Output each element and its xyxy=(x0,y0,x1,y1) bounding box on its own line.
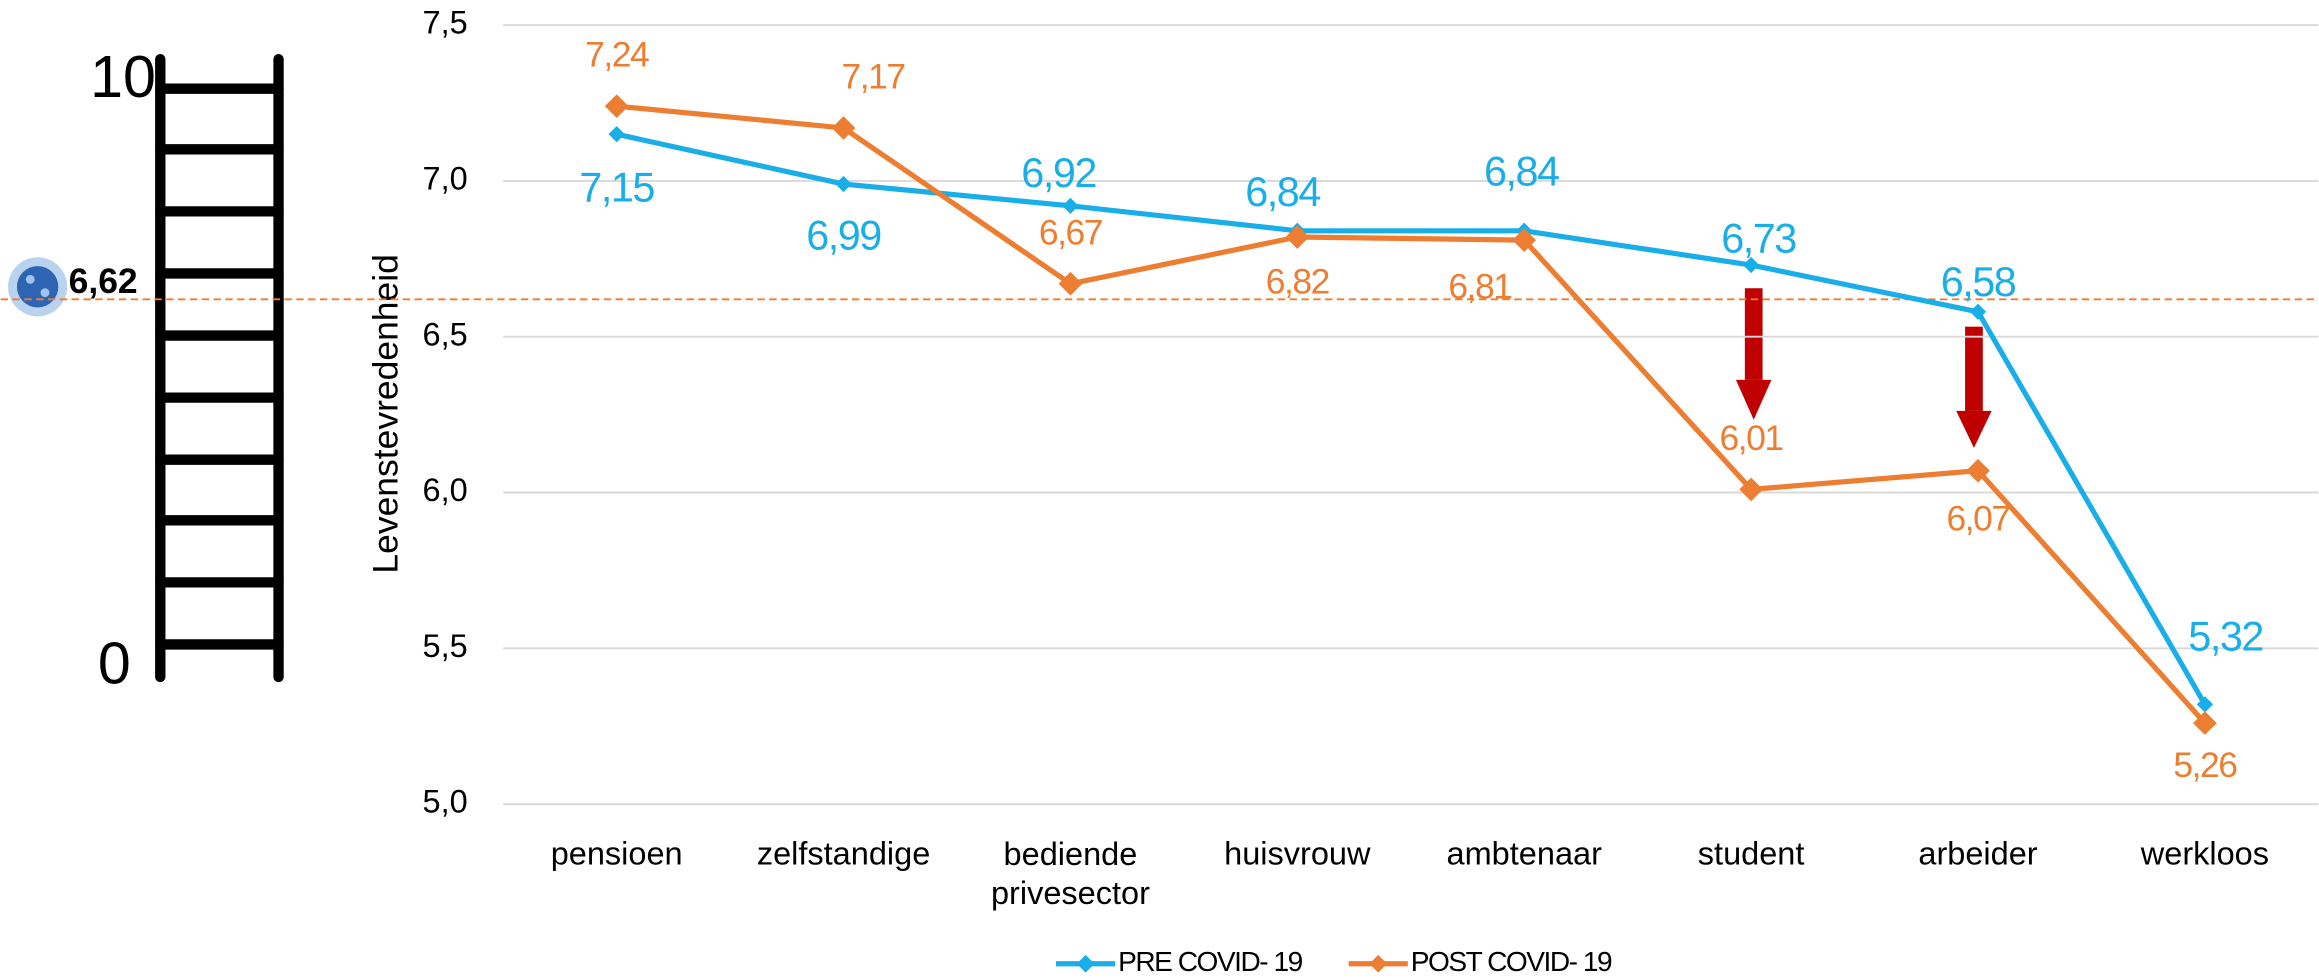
y-tick-label: 7,0 xyxy=(423,161,468,197)
data-label: 5,26 xyxy=(2173,745,2237,785)
x-tick-label: zelfstandige xyxy=(757,835,930,871)
legend-label: POST COVID- 19 xyxy=(1411,946,1612,977)
data-label: 6,81 xyxy=(1448,266,1511,306)
x-tick-label: ambtenaar xyxy=(1447,835,1603,871)
legend-label: PRE COVID- 19 xyxy=(1118,946,1302,977)
legend-marker xyxy=(1077,955,1095,973)
data-label: 6,84 xyxy=(1484,149,1559,195)
x-tick-label: pensioen xyxy=(551,835,683,871)
data-label: 6,01 xyxy=(1720,418,1783,458)
data-label: 7,15 xyxy=(579,164,654,210)
chart: 10 0 6,62 Levenstevredenheid 5,0 5,5 6,0 6,… xyxy=(0,0,2319,980)
ladder-bottom: 0 xyxy=(98,630,131,697)
data-label: 6,67 xyxy=(1039,212,1102,252)
data-point xyxy=(609,126,625,142)
reference-label: 6,62 xyxy=(69,261,138,301)
x-tick-label: werkloos xyxy=(2140,835,2269,871)
data-label: 7,24 xyxy=(585,35,649,75)
data-label: 6,58 xyxy=(1941,259,2016,305)
data-label: 6,84 xyxy=(1245,169,1320,215)
data-point xyxy=(835,176,851,192)
x-tick-label: student xyxy=(1698,835,1805,871)
x-tick-label: huisvrouw xyxy=(1224,835,1371,871)
data-label: 6,73 xyxy=(1721,215,1796,261)
y-tick-label: 5,5 xyxy=(423,628,468,664)
data-point xyxy=(605,94,629,118)
legend-marker xyxy=(1369,955,1387,973)
y-tick-label: 5,0 xyxy=(423,784,468,820)
y-tick-label: 6,5 xyxy=(423,316,468,352)
y-tick-label: 7,5 xyxy=(423,5,468,41)
data-label: 6,92 xyxy=(1021,150,1096,196)
virus-icon xyxy=(8,257,67,316)
data-label: 7,17 xyxy=(842,57,905,97)
y-tick-label: 6,0 xyxy=(423,472,468,508)
data-label: 5,32 xyxy=(2188,613,2263,659)
ladder-top: 10 xyxy=(90,43,156,110)
data-label: 6,07 xyxy=(1946,498,2009,538)
x-tick-label: arbeider xyxy=(1918,835,2037,871)
ladder xyxy=(160,59,278,677)
data-label: 6,82 xyxy=(1266,262,1329,302)
data-label: 6,99 xyxy=(806,213,881,259)
y-axis-label: Levenstevredenheid xyxy=(365,254,405,573)
